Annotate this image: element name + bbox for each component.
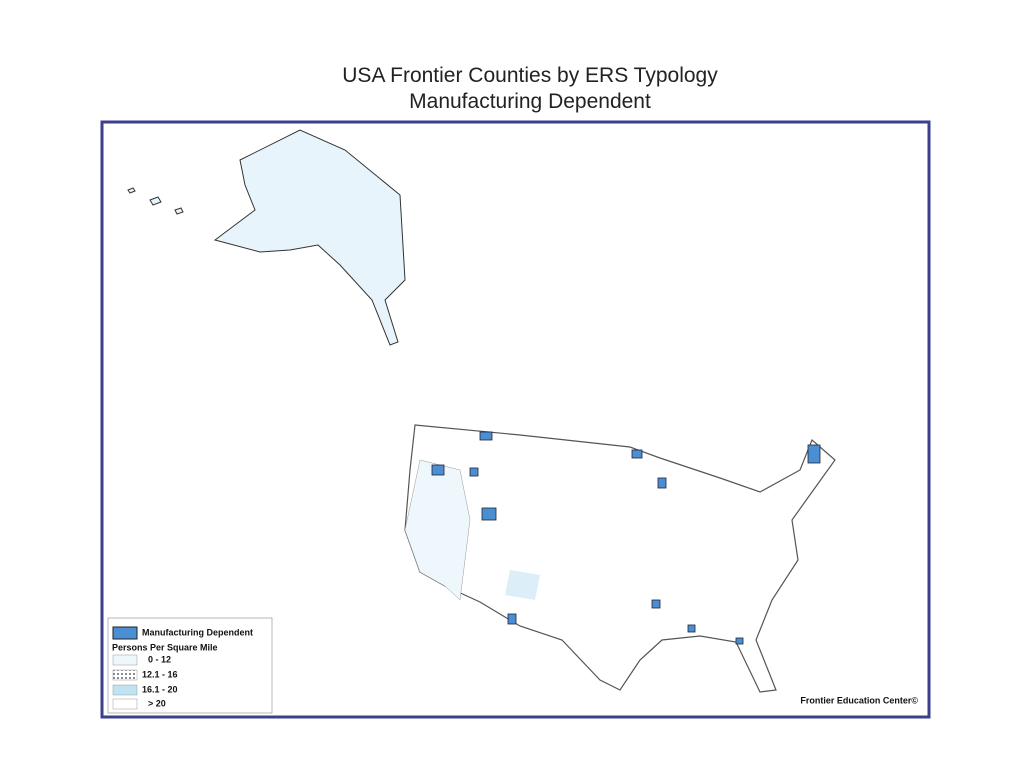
legend-heading: Persons Per Square Mile	[112, 642, 218, 652]
legend: Manufacturing Dependent Persons Per Squa…	[107, 617, 273, 714]
map-frame	[100, 120, 931, 719]
contiguous-us	[404, 424, 836, 693]
legend-label: 12.1 - 16	[142, 669, 178, 679]
credit: Frontier Education Center©	[800, 695, 918, 705]
legend-label: > 20	[148, 698, 166, 708]
alaska	[127, 129, 406, 346]
title-line: USA Frontier Counties by ERS Typology	[342, 64, 718, 87]
legend-label: 16.1 - 20	[142, 684, 178, 694]
legend-label: Manufacturing Dependent	[142, 627, 253, 637]
legend-label: 0 - 12	[148, 654, 171, 664]
subtitle-line: Manufacturing Dependent	[409, 90, 651, 113]
